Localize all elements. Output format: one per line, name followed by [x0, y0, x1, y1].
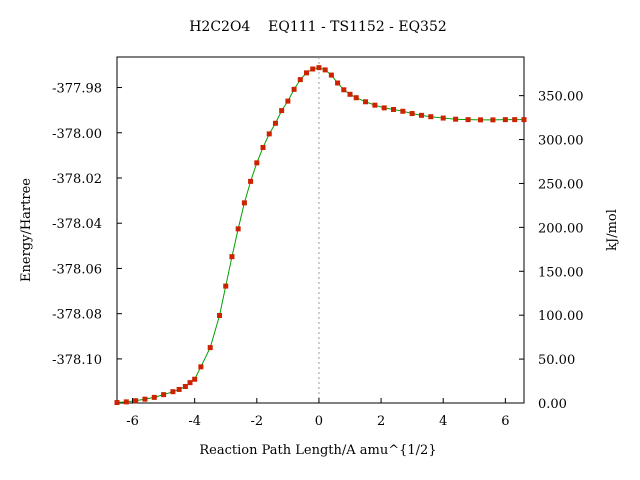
left-y-tick-label: -378.06: [52, 262, 102, 277]
data-point: [198, 364, 204, 370]
left-y-tick-label: -378.00: [52, 127, 102, 142]
x-axis: -6 -4 -2 0 2 4 6: [126, 398, 509, 429]
data-point: [512, 117, 518, 123]
data-point: [151, 394, 157, 400]
data-point: [223, 283, 229, 289]
left-y-tick-label: -378.10: [52, 353, 102, 368]
data-point: [400, 108, 406, 114]
data-point: [285, 98, 291, 104]
data-point: [521, 117, 527, 123]
data-point: [260, 144, 266, 150]
data-point: [304, 70, 310, 76]
right-y-tick-label: 50.00: [538, 353, 575, 368]
plot-frame: [116, 56, 525, 404]
x-tick-label: 6: [501, 414, 509, 429]
data-point: [341, 87, 347, 93]
data-point: [418, 112, 424, 118]
data-point: [347, 91, 353, 97]
data-point: [409, 111, 415, 117]
chart-title: H2C2O4 EQ111 - TS1152 - EQ352: [189, 19, 447, 35]
data-point: [192, 376, 198, 382]
data-point: [297, 77, 303, 83]
data-point: [453, 116, 459, 122]
data-point: [440, 115, 446, 121]
data-point: [254, 160, 260, 166]
data-point: [279, 108, 285, 114]
data-point: [328, 72, 334, 78]
right-y-tick-label: 200.00: [538, 221, 584, 236]
x-axis-label: Reaction Path Length/A amu^{1/2}: [199, 443, 436, 458]
x-tick-label: 0: [315, 414, 323, 429]
right-y-tick-label: 150.00: [538, 265, 584, 280]
data-point: [176, 386, 182, 392]
data-point: [241, 200, 247, 206]
data-point: [217, 312, 223, 318]
data-point: [478, 117, 483, 123]
data-point: [316, 65, 322, 71]
data-point: [391, 106, 397, 112]
data-point: [353, 95, 359, 101]
data-point: [502, 117, 508, 123]
right-y-axis: 0.00 50.00 100.00 150.00 200.00 250.00 300.00 3…: [519, 90, 584, 412]
right-y-axis-label: kJ/mol: [605, 209, 620, 251]
data-point: [372, 102, 378, 108]
data-point: [291, 86, 297, 92]
x-tick-label: 4: [439, 414, 447, 429]
energy-curve: [116, 67, 524, 404]
data-point: [465, 117, 471, 123]
data-point: [381, 105, 387, 111]
data-point: [490, 117, 496, 123]
data-point: [207, 345, 213, 351]
data-point: [428, 114, 434, 120]
data-point: [335, 80, 341, 86]
data-point: [363, 99, 369, 105]
left-y-tick-label: -377.98: [52, 82, 102, 97]
data-point: [187, 380, 193, 386]
data-point: [266, 131, 272, 137]
x-tick-label: -4: [188, 414, 201, 429]
data-point: [229, 254, 235, 260]
data-point: [161, 392, 167, 398]
right-y-tick-label: 0.00: [538, 397, 567, 412]
x-tick-label: -2: [250, 414, 263, 429]
data-point: [170, 389, 176, 395]
left-y-tick-label: -378.04: [52, 217, 102, 232]
data-point: [235, 226, 241, 232]
data-point: [142, 396, 148, 402]
right-y-tick-label: 100.00: [538, 309, 584, 324]
data-point: [272, 120, 278, 126]
data-point: [123, 399, 129, 405]
data-point: [182, 383, 188, 389]
data-point: [248, 178, 254, 184]
right-y-tick-label: 350.00: [538, 90, 584, 105]
x-tick-label: 2: [377, 414, 385, 429]
left-y-tick-label: -378.08: [52, 308, 102, 323]
data-point: [133, 398, 139, 404]
right-y-tick-label: 300.00: [538, 134, 584, 149]
left-y-axis-label: Energy/Hartree: [19, 178, 34, 282]
data-point: [114, 400, 120, 406]
plot-area: [114, 56, 527, 406]
right-y-tick-label: 250.00: [538, 177, 584, 192]
data-point: [322, 67, 328, 73]
left-y-axis: -377.98 -378.00 -378.02 -378.04 -378.06 -378.…: [52, 82, 122, 368]
data-point: [310, 66, 316, 72]
left-y-tick-label: -378.02: [52, 172, 102, 187]
x-tick-label: -6: [126, 414, 139, 429]
